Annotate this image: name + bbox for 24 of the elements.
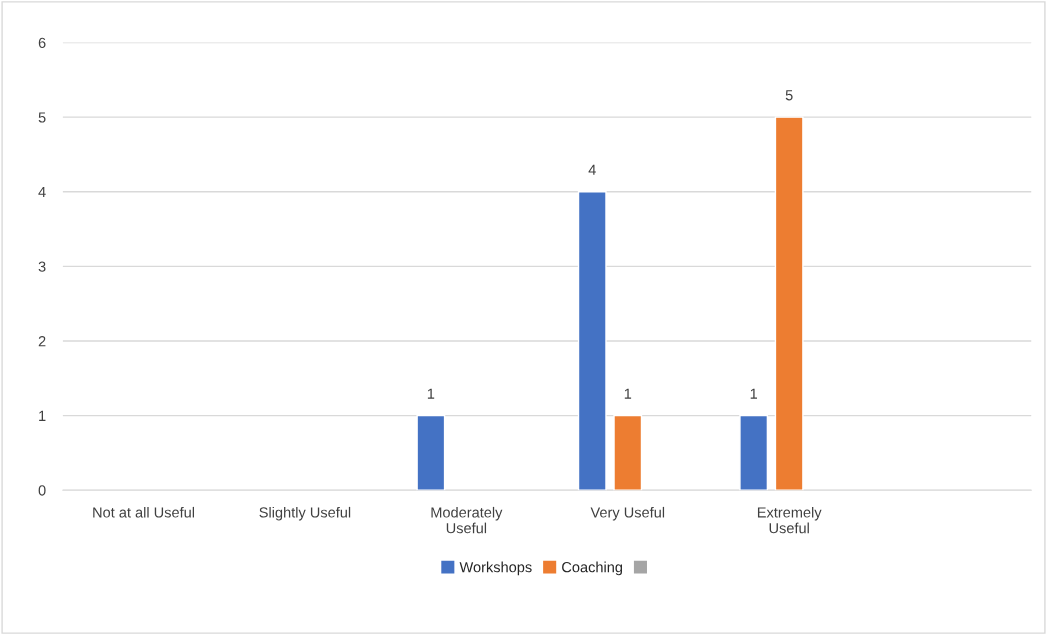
bar [774, 116, 804, 491]
bar [613, 414, 643, 491]
data-label: 1 [750, 388, 758, 399]
data-label: 1 [624, 388, 632, 399]
y-tick-label: 5 [38, 112, 46, 123]
bar [739, 414, 769, 491]
y-tick-label: 0 [38, 485, 46, 496]
y-tick-label: 4 [38, 187, 46, 198]
data-label: 5 [785, 90, 793, 101]
x-tick-label: Very Useful [590, 506, 665, 521]
x-tick-label: Slightly Useful [259, 506, 351, 521]
data-label: 1 [427, 388, 435, 399]
x-tick-label: Extremely Useful [757, 506, 822, 534]
y-tick-label: 1 [39, 410, 46, 421]
legend-label: Coaching [562, 561, 623, 576]
data-label: 4 [588, 164, 596, 175]
legend-label: Workshops [459, 561, 532, 576]
x-tick-label: Not at all Useful [93, 506, 195, 518]
y-tick-label: 2 [38, 336, 46, 347]
bar [416, 414, 446, 491]
x-tick-label: Moderately Useful [431, 506, 503, 534]
y-tick-label: 6 [38, 37, 46, 48]
bar [577, 191, 607, 491]
y-tick-label: 3 [38, 261, 46, 272]
